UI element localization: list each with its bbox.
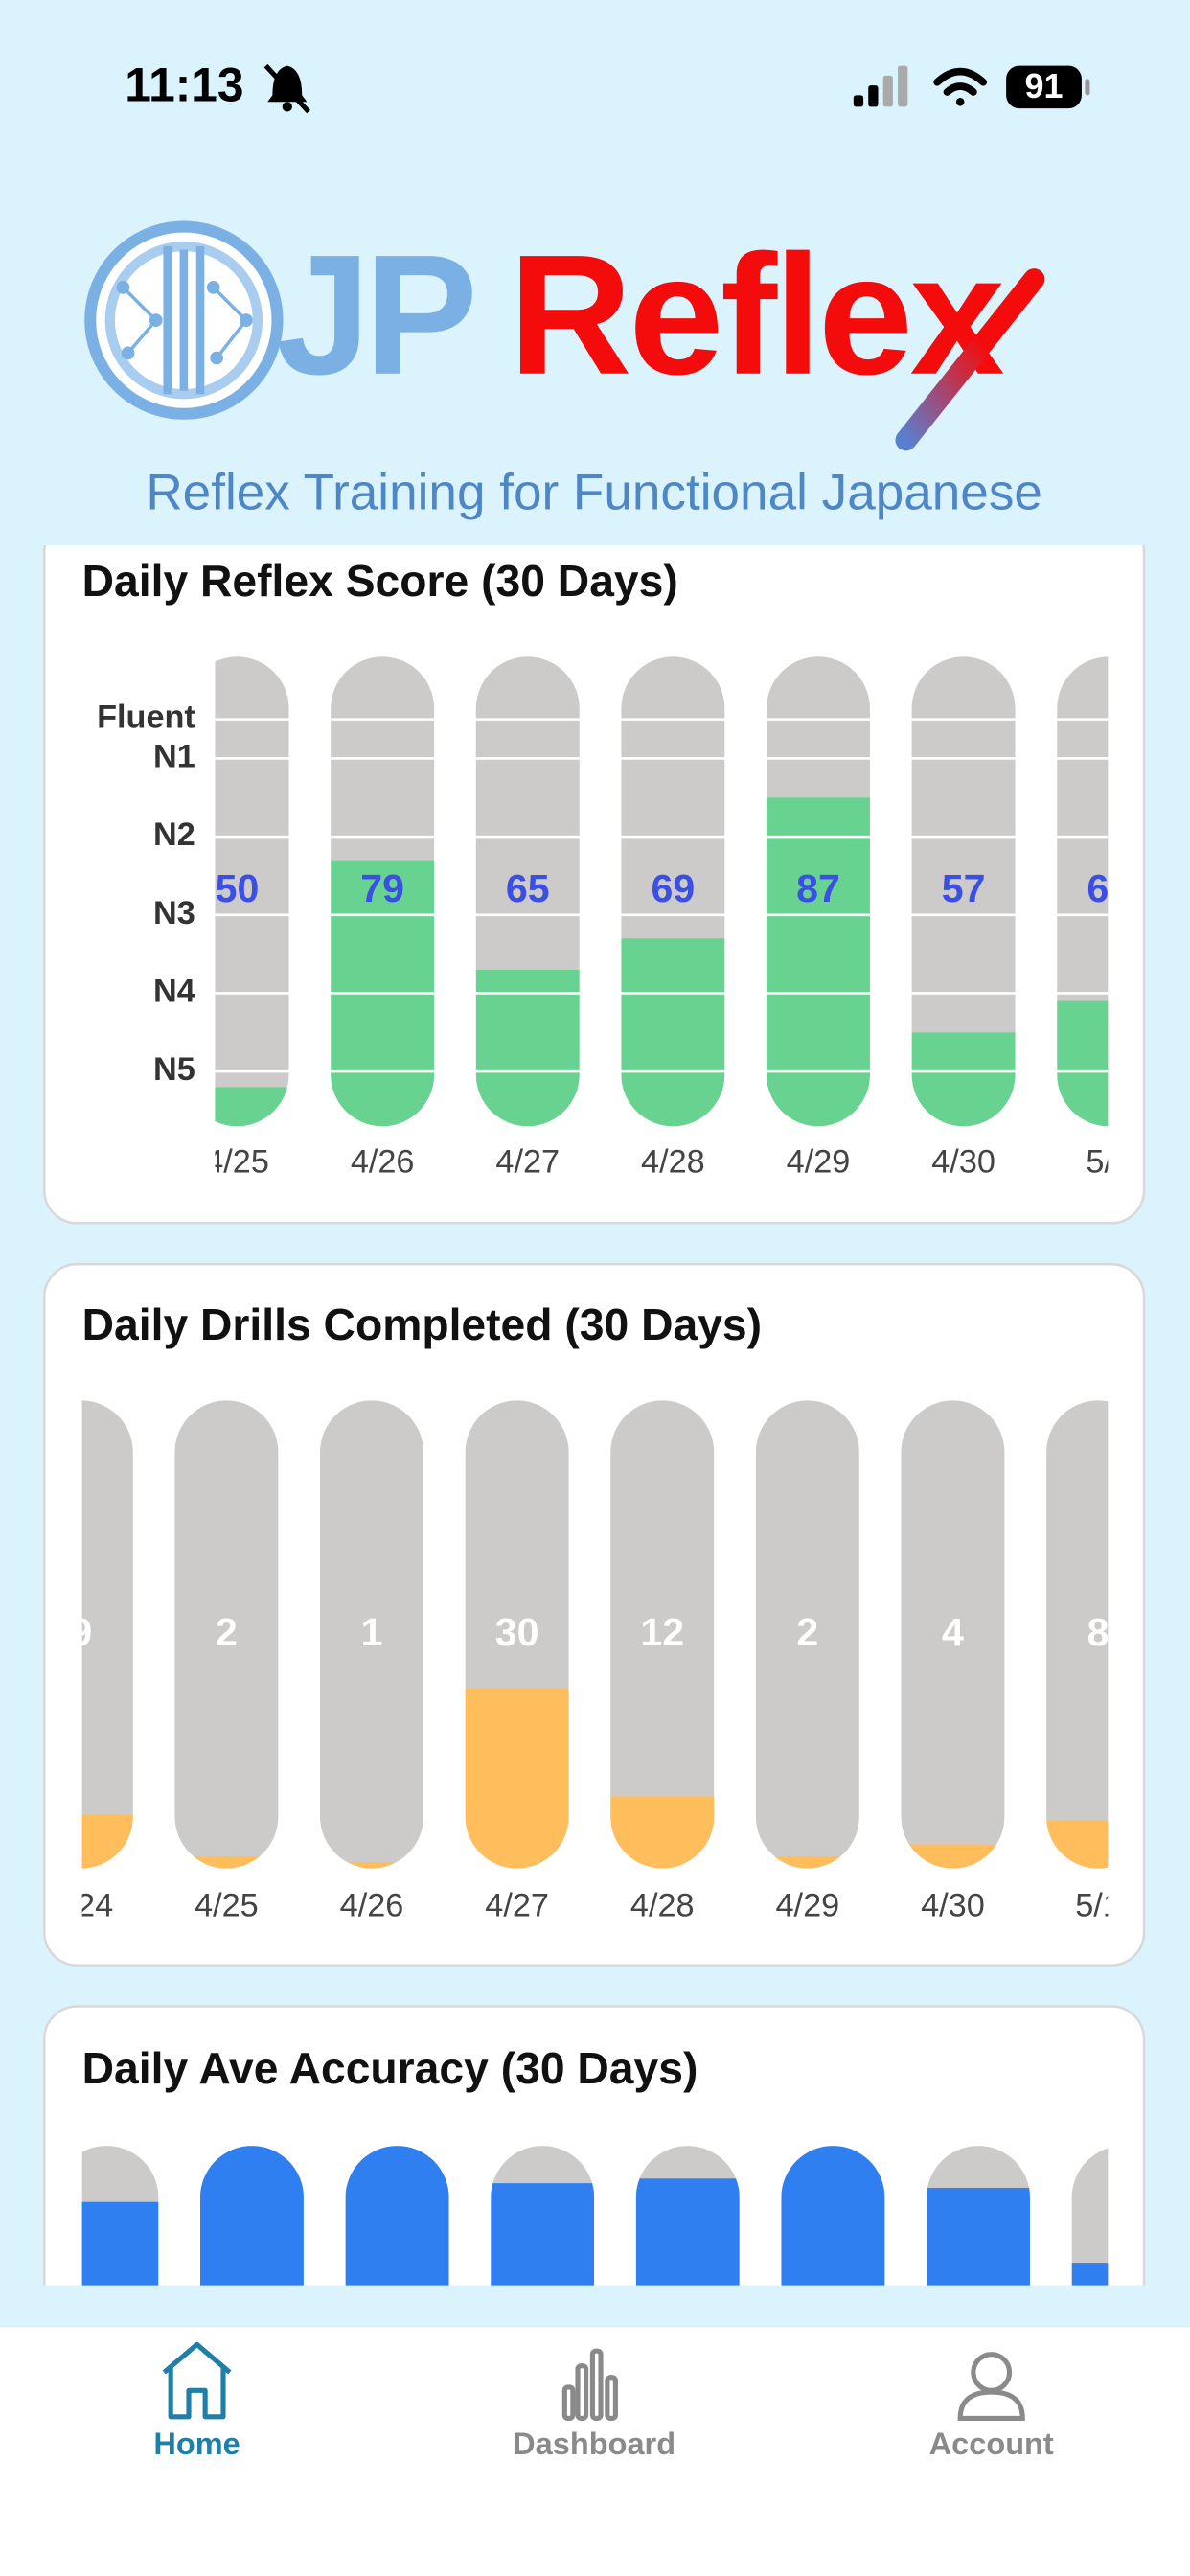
y-tick-label: N4 bbox=[153, 973, 195, 1009]
wifi-icon bbox=[933, 67, 988, 106]
y-tick-label: N1 bbox=[153, 739, 195, 775]
bar bbox=[475, 969, 580, 1127]
logo-reflex: Reflex bbox=[509, 219, 1004, 410]
bar-track bbox=[215, 656, 289, 1127]
bar-track bbox=[81, 1400, 133, 1869]
signal-icon bbox=[853, 65, 908, 107]
bar bbox=[911, 1032, 1016, 1127]
y-tick-label: Fluent bbox=[97, 700, 195, 736]
card bbox=[42, 1262, 1146, 1966]
bar-track bbox=[911, 656, 1016, 1127]
chart-title: Daily Reflex Score (30 Days) bbox=[82, 556, 678, 606]
tab-label: Account bbox=[929, 2426, 1054, 2461]
x-tick-label: 4/30 bbox=[931, 1144, 995, 1181]
bar bbox=[465, 1688, 569, 1869]
bar bbox=[199, 2146, 304, 2286]
value-label: 65 bbox=[506, 866, 550, 910]
x-tick-label: 4/25 bbox=[205, 1144, 269, 1181]
value-label: 9 bbox=[70, 1610, 92, 1654]
bar-track bbox=[1046, 1400, 1109, 1869]
bar-track bbox=[755, 1400, 859, 1869]
logo-jp: JP bbox=[276, 219, 472, 410]
x-tick-label: 4/30 bbox=[921, 1888, 985, 1924]
value-label: 8 bbox=[1087, 1610, 1110, 1654]
bar bbox=[635, 2178, 740, 2286]
tab-label: Dashboard bbox=[513, 2426, 675, 2461]
x-tick-label: 4/29 bbox=[776, 1888, 840, 1924]
bar bbox=[621, 938, 725, 1127]
tab-label: Home bbox=[153, 2426, 240, 2461]
x-tick-label: 5/1 bbox=[1086, 1144, 1132, 1181]
x-tick-label: 4/28 bbox=[630, 1888, 695, 1924]
plot-area: 9 2 1 30 12 2 4 8 4/24 4/25 4/26 4/27 4/28 4/29 4/30 5/… bbox=[49, 1400, 1121, 1924]
bar-track bbox=[901, 1400, 1005, 1869]
y-tick-label: N5 bbox=[153, 1051, 195, 1088]
x-tick-label: 4/29 bbox=[787, 1144, 851, 1181]
value-label: 12 bbox=[640, 1610, 684, 1654]
x-tick-label: 4/27 bbox=[485, 1888, 549, 1924]
value-label: 79 bbox=[360, 866, 404, 910]
bar-track bbox=[1071, 2148, 1109, 2286]
chart-title: Daily Drills Completed (30 Days) bbox=[82, 1300, 762, 1349]
dashboard-tab[interactable]: Dashboard bbox=[513, 2348, 675, 2461]
bar bbox=[345, 2146, 449, 2286]
value-label: 1 bbox=[361, 1610, 383, 1654]
x-tick-label: 5/1 bbox=[1075, 1888, 1121, 1924]
status-time: 11:13 bbox=[125, 58, 243, 112]
value-label: 57 bbox=[942, 866, 986, 910]
x-tick-label: 4/26 bbox=[351, 1144, 415, 1181]
value-label: 87 bbox=[796, 866, 840, 910]
battery-level: 91 bbox=[1025, 66, 1064, 105]
plot-area bbox=[81, 2146, 1109, 2286]
bar bbox=[320, 1862, 423, 1869]
bar bbox=[1071, 2263, 1109, 2286]
value-label: 69 bbox=[652, 866, 696, 910]
value-label: 2 bbox=[796, 1610, 818, 1654]
bar-track bbox=[610, 1400, 715, 1869]
chart-card: Daily Drills Completed (30 Days) 9 2 1 30 12 2… bbox=[42, 1262, 1146, 1966]
bar bbox=[491, 2183, 595, 2286]
plot-area: 50 79 65 69 87 57 61 4/25 4/26 4/27 4/28 4/29 4/30 5/… bbox=[205, 656, 1132, 1181]
bar bbox=[767, 797, 870, 1127]
battery-icon: 91 bbox=[1006, 65, 1090, 109]
bar bbox=[927, 2188, 1030, 2286]
scroll-gap bbox=[0, 2285, 1190, 2327]
value-label: 2 bbox=[216, 1610, 238, 1654]
tagline: Reflex Training for Functional Japanese bbox=[146, 464, 1042, 520]
y-tick-label: N2 bbox=[153, 816, 195, 853]
bar bbox=[781, 2146, 885, 2286]
home-tab[interactable]: Home bbox=[153, 2341, 240, 2461]
bar bbox=[81, 2201, 159, 2286]
value-label: 61 bbox=[1087, 866, 1131, 910]
logo-brain bbox=[84, 220, 284, 420]
value-label: 4 bbox=[942, 1610, 964, 1654]
scroll-area[interactable]: Daily Reflex Score (30 Days) 50 79 65 69 87 57… bbox=[30, 518, 1176, 2576]
mute-icon bbox=[263, 63, 310, 114]
account-tab[interactable]: Account bbox=[929, 2352, 1054, 2462]
value-label: 50 bbox=[216, 866, 260, 910]
value-label: 30 bbox=[495, 1610, 539, 1654]
x-tick-label: 4/24 bbox=[49, 1888, 113, 1924]
bar-track bbox=[320, 1400, 423, 1869]
x-tick-label: 4/26 bbox=[340, 1888, 404, 1924]
chart-card: Daily Reflex Score (30 Days) 50 79 65 69 87 57… bbox=[42, 544, 1146, 1225]
chart-title: Daily Ave Accuracy (30 Days) bbox=[82, 2043, 698, 2093]
logo-x-stroke bbox=[895, 268, 1045, 451]
chart-card: Daily Ave Accuracy (30 Days) bbox=[42, 2005, 1146, 2286]
x-tick-label: 4/27 bbox=[495, 1144, 560, 1181]
x-tick-label: 4/28 bbox=[641, 1144, 705, 1181]
y-tick-label: N3 bbox=[153, 895, 195, 932]
x-tick-label: 4/25 bbox=[195, 1888, 259, 1924]
bar-track bbox=[174, 1400, 279, 1869]
